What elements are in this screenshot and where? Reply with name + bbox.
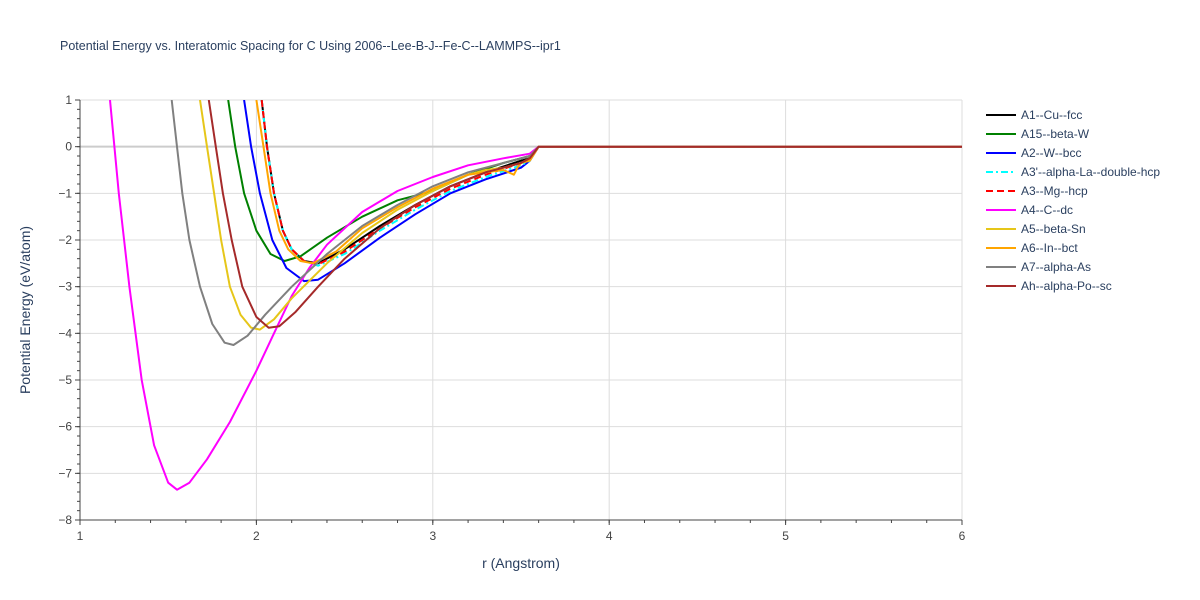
legend-label: A3--Mg--hcp xyxy=(1021,184,1088,198)
legend[interactable]: A1--Cu--fcc A15--beta-W A2--W--bcc A3'--alp… xyxy=(986,108,1160,293)
y-axis-title: Potential Energy (eV/atom) xyxy=(17,226,33,394)
legend-item[interactable]: A6--In--bct xyxy=(986,241,1078,255)
legend-item[interactable]: A5--beta-Sn xyxy=(986,222,1086,236)
legend-item[interactable]: A4--C--dc xyxy=(986,203,1073,217)
legend-label: A5--beta-Sn xyxy=(1021,222,1086,236)
series-line-9[interactable] xyxy=(207,100,962,329)
y-tick-label: 1 xyxy=(65,93,72,107)
legend-label: A7--alpha-As xyxy=(1021,260,1091,274)
legend-label: A4--C--dc xyxy=(1021,203,1073,217)
x-tick-label: 4 xyxy=(606,529,613,543)
x-axis-title: r (Angstrom) xyxy=(482,555,560,571)
y-tick-label: −6 xyxy=(58,420,72,434)
y-tick-label: −3 xyxy=(58,280,72,294)
legend-item[interactable]: A2--W--bcc xyxy=(986,146,1081,160)
legend-item[interactable]: A1--Cu--fcc xyxy=(986,108,1082,122)
legend-label: Ah--alpha-Po--sc xyxy=(1021,279,1112,293)
y-tick-label: −1 xyxy=(58,186,72,200)
series-line-1[interactable] xyxy=(227,100,962,262)
series-line-2[interactable] xyxy=(243,100,962,283)
legend-label: A1--Cu--fcc xyxy=(1021,108,1082,122)
legend-item[interactable]: A7--alpha-As xyxy=(986,260,1091,274)
series-line-5[interactable] xyxy=(109,100,962,491)
y-tick-label: −4 xyxy=(58,326,72,340)
legend-label: A3'--alpha-La--double-hcp xyxy=(1021,165,1160,179)
legend-item[interactable]: A3'--alpha-La--double-hcp xyxy=(986,165,1160,179)
y-tick-label: −5 xyxy=(58,373,72,387)
x-tick-label: 3 xyxy=(429,529,436,543)
y-tick-label: −7 xyxy=(58,466,72,480)
y-tick-label: −2 xyxy=(58,233,72,247)
legend-item[interactable]: A15--beta-W xyxy=(986,127,1090,141)
x-tick-label: 6 xyxy=(959,529,966,543)
x-tick-label: 1 xyxy=(77,529,84,543)
series-line-6[interactable] xyxy=(199,100,962,331)
legend-label: A15--beta-W xyxy=(1021,127,1090,141)
axes: 1 2 3 4 5 6 1 0 −1 −2 −3 −4 −5 −6 −7 −8 xyxy=(58,93,965,543)
y-tick-label: −8 xyxy=(58,513,72,527)
legend-item[interactable]: Ah--alpha-Po--sc xyxy=(986,279,1112,293)
legend-label: A2--W--bcc xyxy=(1021,146,1081,160)
x-tick-label: 2 xyxy=(253,529,260,543)
series-layer xyxy=(109,100,962,491)
series-line-8[interactable] xyxy=(170,100,962,346)
legend-label: A6--In--bct xyxy=(1021,241,1078,255)
legend-item[interactable]: A3--Mg--hcp xyxy=(986,184,1088,198)
x-tick-label: 5 xyxy=(782,529,789,543)
y-tick-label: 0 xyxy=(65,140,72,154)
chart-title: Potential Energy vs. Interatomic Spacing… xyxy=(60,39,561,53)
